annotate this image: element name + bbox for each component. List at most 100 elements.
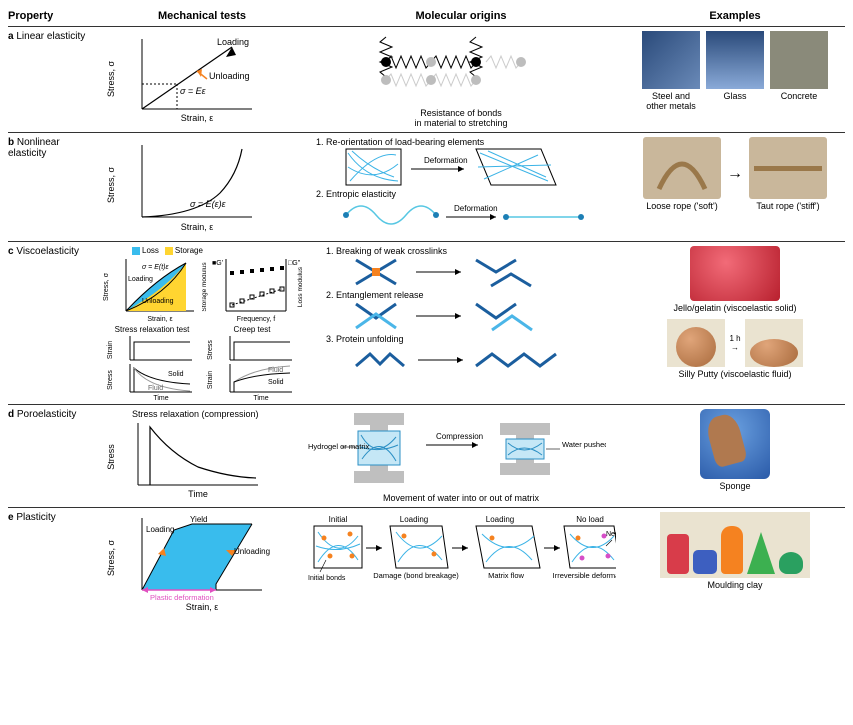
b-ylabel: Stress, σ: [106, 167, 116, 204]
nonlinear-stress-strain-plot: σ = E(ε)ε Stress, σ Strain, ε: [102, 137, 282, 237]
entanglement-diagram: [326, 300, 586, 334]
b-xlabel: Strain, ε: [181, 222, 214, 232]
mol-b: 1. Re-orientation of load-bearing elemen…: [306, 137, 616, 237]
glass-image: [706, 31, 764, 89]
row-label-text: Plasticity: [16, 512, 55, 523]
ex-e: Moulding clay: [620, 512, 850, 612]
row-letter: c: [8, 246, 14, 257]
glass-label: Glass: [723, 91, 746, 101]
loading-label: Loading: [217, 37, 249, 47]
row-label-text: Nonlinear elasticity: [8, 137, 60, 159]
loose-rope-label: Loose rope ('soft'): [643, 201, 721, 211]
linear-stress-strain-plot: Loading Unloading σ = Eε Stress, σ Strai…: [102, 31, 282, 126]
creep-fluid: Fluid: [268, 367, 283, 374]
damage-label: Damage (bond breakage): [373, 571, 459, 580]
creep-stress: Stress: [207, 340, 214, 360]
creep-solid: Solid: [268, 379, 284, 386]
creep-plot: Stress Fluid Solid Strain Time: [202, 334, 302, 400]
stage-initial: Initial: [329, 515, 348, 524]
mol-a: Resistance of bonds in material to stret…: [306, 31, 616, 128]
taut-rope-image: [749, 137, 827, 199]
reorientation-diagram: Deformation: [306, 147, 606, 189]
new-bonds-label2: New bonds: [606, 531, 616, 538]
unfolding-diagram: [326, 344, 586, 374]
d-xlabel: Time: [188, 489, 208, 499]
time-1h-label: 1 h: [729, 334, 740, 343]
stage-loading1: Loading: [400, 515, 428, 524]
stress-relax-plot: Strain Solid Fluid Stress Time: [102, 334, 202, 400]
header-property: Property: [8, 10, 98, 22]
creep-strain: Strain: [207, 371, 214, 389]
arrow-icon: →: [731, 343, 739, 352]
mech-d: Stress relaxation (compression) Stress T…: [102, 409, 302, 503]
plasticity-plot: Loading Yield Unloading Plastic deformat…: [102, 512, 292, 612]
a-ylabel: Stress, σ: [106, 61, 116, 98]
row-plasticity: e Plasticity Loading Yield Unloading Pla…: [8, 507, 845, 616]
table-header-row: Property Mechanical tests Molecular orig…: [8, 8, 845, 26]
matrix-flow-label: Matrix flow: [488, 571, 524, 580]
example-glass: Glass: [706, 31, 764, 111]
visco-eq: σ = E(t)ε: [142, 264, 169, 271]
row-letter: d: [8, 409, 14, 420]
relax-fluid: Fluid: [148, 385, 163, 392]
row-letter: b: [8, 137, 14, 148]
e-xlabel: Strain, ε: [186, 602, 219, 612]
loose-rope-image: [643, 137, 721, 199]
ex-a: Steel and other metals Glass Concrete: [620, 31, 850, 128]
loss-legend: Loss: [142, 246, 159, 255]
c-xlabel1: Strain, ε: [147, 316, 172, 323]
g-double-prime-label: □G'': [288, 260, 300, 267]
mech-c: Loss Storage σ = E(t)ε Loading Unloading…: [102, 246, 302, 400]
compression-diagram: Hydrogel or matrix Compression Water pus…: [306, 409, 606, 491]
mol-c-t3: 3. Protein unfolding: [326, 334, 616, 344]
clay-image: [660, 512, 810, 578]
unloading-label: Unloading: [209, 71, 250, 81]
mol-c-t1: 1. Breaking of weak crosslinks: [326, 246, 616, 256]
row-linear-elasticity: a Linear elasticity Loading Unloading σ …: [8, 26, 845, 132]
row-label-text: Linear elasticity: [16, 31, 85, 42]
mol-c-t2: 2. Entanglement release: [326, 290, 616, 300]
water-out-label: Water pushed out: [562, 440, 606, 449]
d-mech-title: Stress relaxation (compression): [102, 409, 302, 419]
concrete-label: Concrete: [781, 91, 818, 101]
freq-xlabel: Frequency, f: [237, 316, 275, 323]
stress-relax-title: Stress relaxation test: [102, 325, 202, 334]
sponge-label: Sponge: [620, 481, 850, 491]
mech-a: Loading Unloading σ = Eε Stress, σ Strai…: [102, 31, 302, 128]
linear-equation: σ = Eε: [180, 86, 207, 96]
e-unloading: Unloading: [234, 547, 270, 556]
e-loading: Loading: [146, 525, 174, 534]
label-c: c Viscoelasticity: [8, 246, 98, 400]
row-letter: a: [8, 31, 14, 42]
c-ylabel1: Stress, σ: [103, 272, 110, 301]
mol-b-t1: 1. Re-orientation of load-bearing elemen…: [306, 137, 616, 147]
reorient-deform-label: Deformation: [424, 156, 468, 165]
label-a: a Linear elasticity: [8, 31, 98, 128]
row-nonlinear-elasticity: b Nonlinear elasticity σ = E(ε)ε Stress,…: [8, 132, 845, 241]
d-ylabel: Stress: [106, 444, 116, 470]
label-d: d Poroelasticity: [8, 409, 98, 503]
arrow-icon: →: [727, 165, 743, 183]
row-poroelasticity: d Poroelasticity Stress relaxation (comp…: [8, 404, 845, 507]
frequency-plot: Storage modulus Loss modulus ■G' □G'' Fr…: [202, 255, 302, 325]
c-unloading: Unloading: [142, 298, 174, 305]
header-examples: Examples: [620, 10, 850, 22]
e-yield: Yield: [190, 515, 208, 524]
crosslink-break-diagram: [326, 256, 586, 290]
bond-break-sequence: Initial Initial bonds Loading Damage (bo…: [306, 512, 616, 608]
sponge-image: [700, 409, 770, 479]
row-letter: e: [8, 512, 14, 523]
entropic-diagram: Deformation: [306, 199, 606, 233]
creep-title: Creep test: [202, 325, 302, 334]
ex-b: Loose rope ('soft') → Taut rope ('stiff'…: [620, 137, 850, 237]
plastic-def-label: Plastic deformation: [150, 593, 214, 602]
storage-legend: Storage: [175, 246, 203, 255]
entropic-deform-label: Deformation: [454, 204, 498, 213]
steel-label: Steel and other metals: [646, 91, 696, 111]
relax-time: Time: [153, 395, 168, 400]
storage-modulus-label: Storage modulus: [202, 262, 208, 312]
ex-c: Jello/gelatin (viscoelastic solid) 1 h→ …: [620, 246, 850, 400]
relax-stress: Stress: [107, 370, 114, 390]
mol-c: 1. Breaking of weak crosslinks 2. Entang…: [306, 246, 616, 400]
stage-loading2: Loading: [486, 515, 514, 524]
